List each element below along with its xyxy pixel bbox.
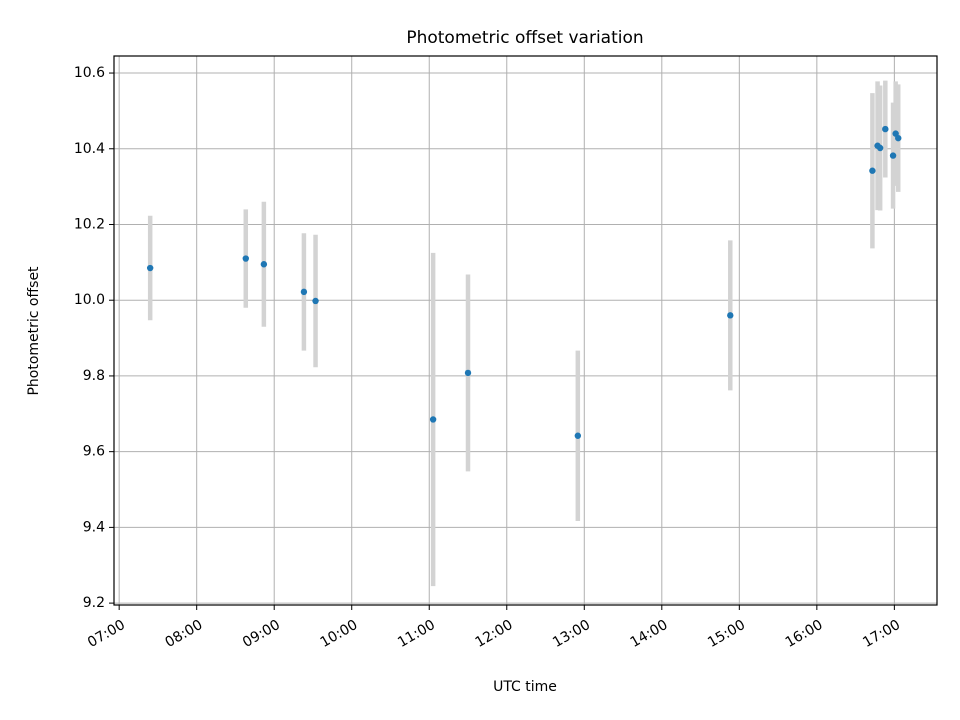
data-point bbox=[146, 264, 154, 272]
data-point bbox=[260, 261, 268, 268]
y-axis: 9.2 9.4 9.6 9.8 10.0 10.2 10.4 10.6 bbox=[74, 65, 114, 611]
data-points bbox=[146, 125, 902, 439]
data-point bbox=[242, 255, 249, 262]
data-point bbox=[574, 432, 582, 439]
y-tick-label: 9.4 bbox=[83, 519, 105, 535]
y-tick-label: 10.6 bbox=[74, 65, 105, 81]
y-tick-label: 10.4 bbox=[74, 141, 105, 157]
plot-frame bbox=[113, 55, 938, 606]
data-point bbox=[876, 144, 884, 152]
data-point bbox=[300, 288, 308, 296]
data-point bbox=[464, 369, 472, 377]
y-tick-label: 9.6 bbox=[83, 444, 105, 460]
y-tick-label: 9.2 bbox=[83, 595, 105, 611]
data-point bbox=[312, 297, 319, 305]
y-tick-label: 10.2 bbox=[74, 216, 105, 232]
data-point bbox=[882, 125, 889, 133]
data-point bbox=[869, 167, 876, 174]
chart-title: Photometric offset variation bbox=[406, 28, 643, 48]
y-axis-label: Photometric offset bbox=[26, 266, 42, 396]
data-point bbox=[429, 416, 437, 423]
data-point bbox=[895, 134, 902, 142]
x-axis-label: UTC time bbox=[493, 679, 557, 695]
y-tick-label: 9.8 bbox=[83, 368, 105, 384]
data-point bbox=[889, 152, 897, 159]
y-tick-label: 10.0 bbox=[74, 292, 105, 308]
data-point bbox=[727, 312, 734, 319]
